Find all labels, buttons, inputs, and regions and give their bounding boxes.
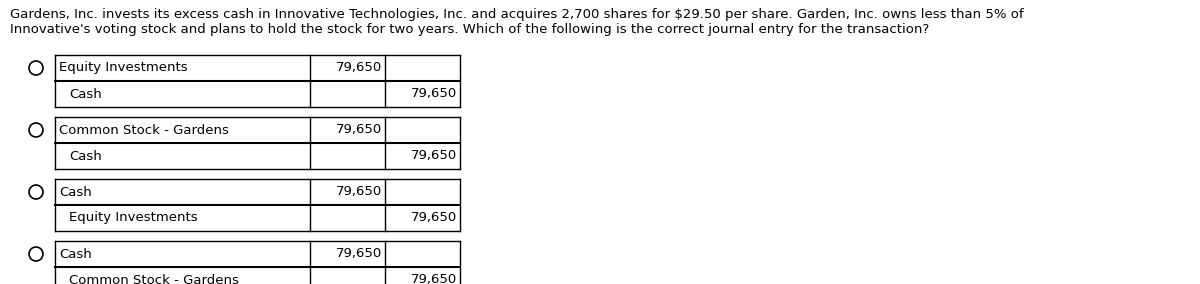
Text: Innovative's voting stock and plans to hold the stock for two years. Which of th: Innovative's voting stock and plans to h… <box>10 23 929 36</box>
Text: 79,650: 79,650 <box>336 247 382 260</box>
Text: 79,650: 79,650 <box>410 149 457 162</box>
Text: Gardens, Inc. invests its excess cash in Innovative Technologies, Inc. and acqui: Gardens, Inc. invests its excess cash in… <box>10 8 1024 21</box>
Text: Cash: Cash <box>70 149 102 162</box>
Text: 79,650: 79,650 <box>410 273 457 284</box>
Text: Equity Investments: Equity Investments <box>70 212 198 224</box>
Text: 79,650: 79,650 <box>336 62 382 74</box>
Text: 79,650: 79,650 <box>410 87 457 101</box>
Text: 79,650: 79,650 <box>336 124 382 137</box>
Text: Cash: Cash <box>70 87 102 101</box>
Text: Equity Investments: Equity Investments <box>59 62 187 74</box>
Text: 79,650: 79,650 <box>336 185 382 199</box>
Text: 79,650: 79,650 <box>410 212 457 224</box>
Text: Common Stock - Gardens: Common Stock - Gardens <box>59 124 229 137</box>
Text: Cash: Cash <box>59 247 91 260</box>
Text: Common Stock - Gardens: Common Stock - Gardens <box>70 273 239 284</box>
Text: Cash: Cash <box>59 185 91 199</box>
